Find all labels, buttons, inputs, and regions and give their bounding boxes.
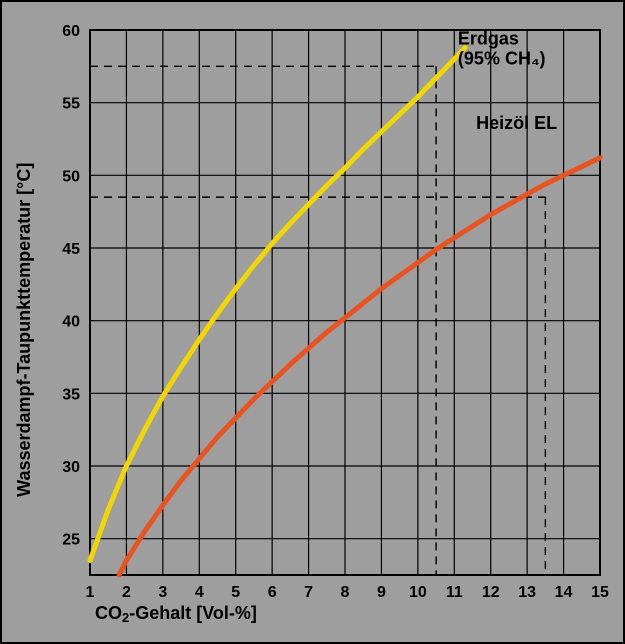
y-tick: 25 (62, 532, 80, 549)
x-tick: 11 (446, 584, 463, 601)
y-tick: 60 (62, 23, 80, 40)
y-tick: 35 (62, 386, 80, 403)
dewpoint-chart: Erdgas(95% CH₄)Heizöl EL1234567891011121… (0, 0, 625, 644)
x-tick: 9 (377, 584, 386, 601)
y-tick: 30 (62, 459, 80, 476)
y-tick: 40 (62, 314, 80, 331)
x-tick: 2 (122, 584, 131, 601)
y-tick: 55 (62, 96, 80, 113)
chart-svg: Erdgas(95% CH₄)Heizöl EL1234567891011121… (0, 0, 625, 644)
y-axis-label: Wasserdampf-Taupunkttemperatur [°C] (14, 163, 34, 497)
y-tick: 45 (62, 241, 80, 258)
x-tick: 15 (591, 584, 609, 601)
series-label-Heizöl EL: Heizöl EL (476, 113, 557, 133)
x-tick: 13 (518, 584, 536, 601)
x-tick: 3 (158, 584, 167, 601)
series-label-Erdgas: Erdgas (458, 29, 519, 49)
y-tick: 50 (62, 168, 80, 185)
x-tick: 8 (341, 584, 350, 601)
x-axis-label: CO2-Gehalt [Vol-%] (95, 603, 257, 625)
x-tick: 7 (304, 584, 313, 601)
x-tick: 1 (86, 584, 95, 601)
series-label-Erdgas: (95% CH₄) (458, 49, 546, 69)
x-tick: 12 (482, 584, 500, 601)
x-tick: 14 (555, 584, 573, 601)
x-tick: 6 (268, 584, 277, 601)
x-tick: 5 (231, 584, 240, 601)
x-tick: 4 (195, 584, 204, 601)
x-tick: 10 (409, 584, 427, 601)
